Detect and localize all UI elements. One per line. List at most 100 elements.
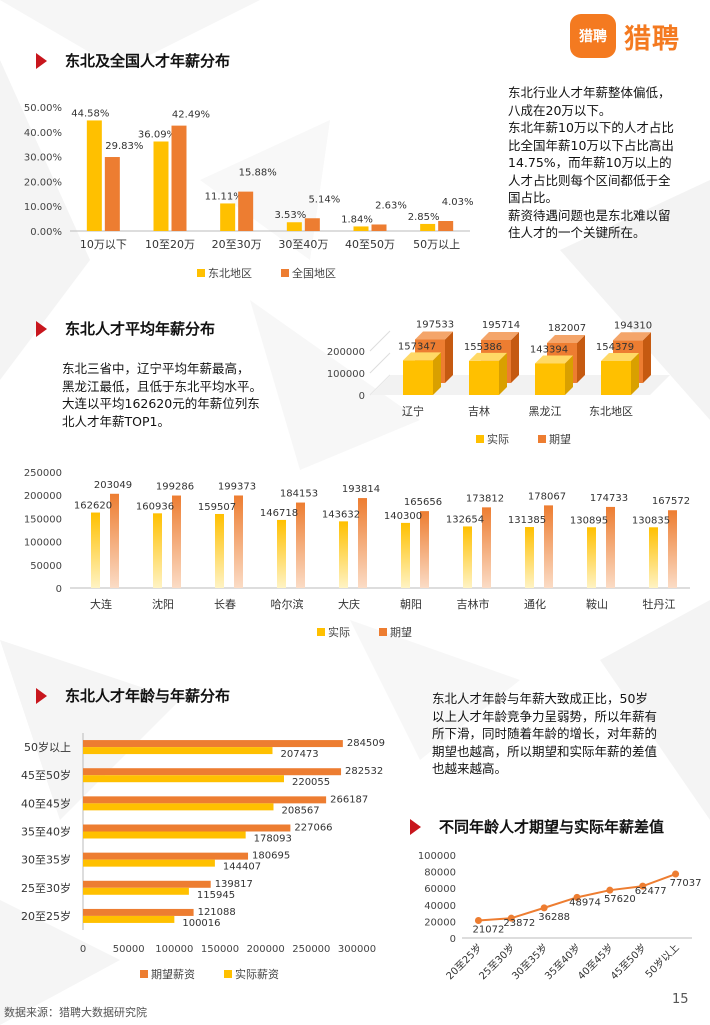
bar-期望薪资: [83, 852, 249, 860]
data-label: 36.09%: [138, 129, 176, 140]
bar-期望: [668, 510, 677, 588]
data-label: 159507: [198, 502, 236, 513]
legend-label-0: 实际: [328, 625, 350, 639]
triangle-marker-icon: [36, 687, 47, 704]
section1-title: 东北及全国人才年薪分布: [36, 50, 230, 71]
bar-东北地区: [420, 223, 436, 231]
bar-东北地区: [220, 203, 236, 231]
data-label: 165656: [404, 497, 442, 508]
data-label: 144407: [223, 862, 261, 873]
bar-实际: [277, 519, 286, 588]
legend-label-1: 期望: [549, 433, 571, 446]
bar-实际薪资: [83, 831, 246, 839]
y-tick-label: 30至35岁: [21, 853, 71, 867]
x-tick-label: 吉林市: [457, 597, 490, 611]
data-label: 193814: [342, 484, 380, 495]
x-tick-label: 200000: [247, 944, 285, 955]
data-label: 48974: [569, 897, 601, 908]
y-tick-label: 40000: [424, 901, 456, 912]
data-label: 155386: [464, 342, 502, 353]
data-label: 2.63%: [375, 200, 407, 211]
legend-label-1: 全国地区: [292, 266, 336, 280]
bar-实际薪资: [83, 747, 273, 755]
data-label: 208567: [281, 805, 319, 816]
bar-期望薪资: [83, 824, 291, 832]
legend-swatch-1: [224, 970, 232, 978]
y-tick-label: 200000: [24, 491, 62, 502]
bar-side-期望: [643, 332, 651, 383]
y-tick-label: 0.00%: [30, 227, 62, 238]
data-label: 266187: [330, 794, 368, 805]
x-tick-label: 300000: [338, 944, 376, 955]
x-tick-label: 30至40万: [278, 238, 328, 251]
bar-top-期望: [415, 331, 453, 340]
x-tick-label: 250000: [292, 944, 330, 955]
bar-top-实际: [601, 353, 639, 362]
legend-swatch-1: [281, 269, 289, 277]
data-label: 11.11%: [205, 191, 243, 202]
bar-front-实际: [601, 361, 631, 395]
bar-期望: [110, 493, 119, 588]
data-label: 2.85%: [408, 212, 440, 223]
bar-front-实际: [403, 360, 433, 395]
x-tick-label: 哈尔滨: [271, 597, 304, 611]
data-label: 143632: [322, 509, 360, 520]
legend-label-0: 实际: [487, 432, 509, 446]
data-label: 199286: [156, 482, 194, 493]
x-tick-label: 黑龙江: [529, 405, 562, 418]
bar-实际薪资: [83, 859, 215, 867]
y-tick-label: 0: [359, 391, 365, 402]
chart-salary-gap: 0200004000060000800001000002107220至25岁23…: [418, 851, 702, 982]
data-label: 62477: [635, 886, 667, 897]
y-tick-label: 100000: [24, 538, 62, 549]
x-tick-label: 朝阳: [400, 598, 422, 611]
x-tick-label: 通化: [524, 597, 546, 611]
bar-期望: [544, 505, 553, 588]
bar-top-实际: [469, 352, 507, 361]
data-label: 157347: [398, 341, 436, 352]
data-label: 57620: [604, 894, 636, 905]
x-tick-label: 辽宁: [402, 404, 424, 418]
y-tick-label: 20000: [424, 917, 456, 928]
data-label: 130835: [632, 515, 670, 526]
data-label: 146718: [260, 508, 298, 519]
data-label: 23872: [503, 918, 535, 929]
x-tick-label: 东北地区: [589, 405, 633, 418]
section1-paragraph: 东北行业人才年薪整体偏低， 八成在20万以下。 东北年薪10万以下的人才占比 比全国年…: [508, 85, 674, 240]
data-label: 131385: [508, 515, 546, 526]
bar-side-实际: [499, 352, 507, 395]
legend-swatch-0: [476, 435, 484, 443]
bar-top-期望: [481, 331, 519, 340]
data-label: 197533: [416, 320, 454, 331]
legend-swatch-0: [317, 628, 325, 636]
chart-age-salary: 0 50000 100000 150000 200000 250000 300000 2845…: [21, 733, 385, 981]
y-tick-label: 50000: [30, 561, 62, 572]
data-label: 3.53%: [274, 210, 306, 221]
bar-期望: [172, 495, 181, 588]
y-tick-label: 250000: [24, 468, 62, 479]
bar-东北地区: [86, 120, 102, 231]
legend-label-1: 实际薪资: [235, 967, 279, 981]
data-label: 29.83%: [105, 141, 143, 152]
data-label: 203049: [94, 480, 132, 491]
bar-东北地区: [353, 226, 369, 231]
bar-side-实际: [565, 355, 573, 395]
section3-title: 东北人才年龄与年薪分布: [36, 685, 230, 706]
bar-全国地区: [304, 218, 320, 231]
data-point: [672, 870, 680, 878]
bar-实际: [215, 513, 224, 588]
bar-front-实际: [535, 363, 565, 395]
data-point: [507, 914, 515, 922]
bar-side-实际: [631, 353, 639, 395]
y-tick-label: 40.00%: [24, 128, 62, 139]
bar-实际薪资: [83, 887, 189, 895]
data-label: 4.03%: [442, 197, 474, 208]
y-tick-label: 100000: [418, 851, 456, 862]
x-tick-label: 100000: [155, 944, 193, 955]
data-label: 227066: [294, 823, 332, 834]
grid-line: [369, 352, 391, 374]
data-label: 194310: [614, 320, 652, 331]
logo: 猎聘 猎聘: [570, 14, 680, 58]
data-label: 143394: [530, 344, 568, 355]
section3-paragraph: 东北人才年龄与年薪大致成正比，50岁 以上人才年龄竞争力呈弱势，所以年薪有 所下滑，…: [432, 691, 658, 776]
